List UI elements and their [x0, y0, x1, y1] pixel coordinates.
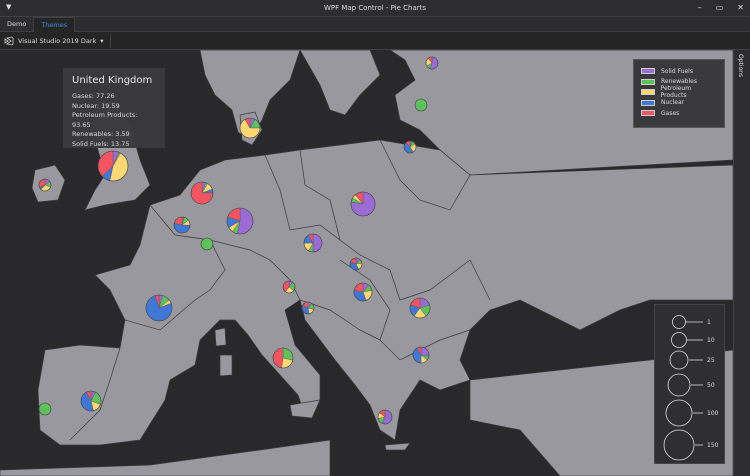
- pie-f[interactable]: [190, 181, 214, 205]
- pie-outline: [173, 216, 191, 234]
- pie-outline: [38, 178, 52, 192]
- pie-outline: [350, 191, 376, 217]
- tooltip-row: Petroleum Products: 93.65: [72, 111, 138, 129]
- theme-dropdown[interactable]: Visual Studio 2019 Dark ▾: [4, 34, 111, 48]
- legend-label: Petroleum Products: [660, 85, 692, 100]
- size-label: 100: [707, 410, 719, 417]
- pie-outline: [377, 409, 393, 425]
- legend-label: Nuclear: [661, 99, 685, 107]
- size-legend: 1 10 25 50 100 150: [654, 304, 725, 464]
- pie-n[interactable]: [353, 282, 373, 302]
- size-label: 50: [707, 382, 715, 389]
- size-label: 1: [707, 319, 711, 326]
- options-label: Options: [737, 54, 744, 78]
- title-bar: ▼ WPF Map Control - Pie Charts – ▭ ✕: [0, 0, 750, 17]
- pie-outline: [97, 150, 129, 182]
- pie-outline: [301, 301, 315, 315]
- ribbon-tabs: Demo Themes: [0, 17, 750, 32]
- pie-t[interactable]: [80, 390, 102, 412]
- pie-outline: [80, 390, 102, 412]
- pie-p[interactable]: [301, 301, 315, 315]
- pie-i[interactable]: [200, 237, 214, 251]
- toolbar: Visual Studio 2019 Dark ▾: [0, 32, 750, 50]
- caret-down-icon[interactable]: ▼: [6, 3, 12, 11]
- pie-outline: [272, 347, 294, 369]
- legend-label: Renewables: [661, 78, 697, 86]
- window-title: WPF Map Control - Pie Charts: [323, 4, 427, 12]
- size-label: 25: [707, 357, 715, 364]
- size-label: 10: [707, 337, 715, 344]
- tab-themes[interactable]: Themes: [33, 17, 76, 32]
- legend-item: Petroleum Products: [641, 85, 717, 100]
- pie-o[interactable]: [145, 294, 173, 322]
- theme-value: Visual Studio 2019 Dark: [18, 37, 97, 45]
- legend-item: Gases: [641, 108, 717, 119]
- pie-e[interactable]: [403, 140, 417, 154]
- pie-a[interactable]: [38, 178, 52, 192]
- pie-u[interactable]: [38, 402, 52, 416]
- pie-outline: [38, 402, 52, 416]
- tooltip-row: Gases: 77.26: [72, 92, 115, 100]
- pie-m[interactable]: [282, 280, 296, 294]
- map-view[interactable]: United Kingdom Gases: 77.26 Nuclear: 19.…: [0, 50, 733, 476]
- color-legend: Solid Fuels Renewables Petroleum Product…: [633, 59, 725, 128]
- pie-outline: [303, 233, 323, 253]
- pie-v[interactable]: [377, 409, 393, 425]
- pie-outline: [190, 181, 214, 205]
- pie-united-kingdom[interactable]: [97, 150, 129, 182]
- size-label: 150: [707, 442, 719, 449]
- pie-k[interactable]: [303, 233, 323, 253]
- pie-l[interactable]: [349, 257, 363, 271]
- pie-d[interactable]: [239, 117, 261, 139]
- visual-studio-icon: [4, 36, 14, 46]
- pie-outline: [145, 294, 173, 322]
- pie-outline: [200, 237, 214, 251]
- country-borders: [69, 139, 491, 441]
- pie-c[interactable]: [425, 56, 439, 70]
- chevron-down-icon: ▾: [100, 37, 104, 45]
- legend-label: Solid Fuels: [661, 67, 693, 75]
- options-panel-tab[interactable]: Options: [733, 50, 750, 476]
- pie-h[interactable]: [226, 207, 254, 235]
- pie-b[interactable]: [414, 98, 428, 112]
- pie-outline: [425, 56, 439, 70]
- maximize-icon[interactable]: ▭: [715, 3, 724, 12]
- pie-markers: [38, 56, 439, 425]
- pie-outline: [353, 282, 373, 302]
- tooltip-title: United Kingdom: [72, 75, 153, 86]
- pie-s[interactable]: [412, 346, 430, 364]
- legend-item: Solid Fuels: [641, 66, 717, 77]
- pie-outline: [414, 98, 428, 112]
- tooltip-row: Solid Fuels: 13.75: [72, 139, 130, 148]
- tooltip-row: Renewables: 3.59: [72, 130, 130, 138]
- pie-outline: [239, 117, 261, 139]
- pie-j[interactable]: [350, 191, 376, 217]
- legend-item: Renewables: [641, 77, 717, 88]
- pie-outline: [282, 280, 296, 294]
- pie-outline: [403, 140, 417, 154]
- pie-outline: [409, 297, 431, 319]
- pie-q[interactable]: [409, 297, 431, 319]
- tooltip: United Kingdom Gases: 77.26 Nuclear: 19.…: [63, 68, 165, 148]
- close-icon[interactable]: ✕: [737, 3, 744, 12]
- pie-r[interactable]: [272, 347, 294, 369]
- pie-outline: [226, 207, 254, 235]
- pie-g[interactable]: [173, 216, 191, 234]
- legend-label: Gases: [661, 109, 680, 117]
- legend-item: Nuclear: [641, 98, 717, 109]
- pie-outline: [412, 346, 430, 364]
- pie-outline: [349, 257, 363, 271]
- minimize-icon[interactable]: –: [697, 3, 702, 12]
- tab-demo[interactable]: Demo: [7, 20, 27, 28]
- tooltip-row: Nuclear: 19.59: [72, 101, 120, 110]
